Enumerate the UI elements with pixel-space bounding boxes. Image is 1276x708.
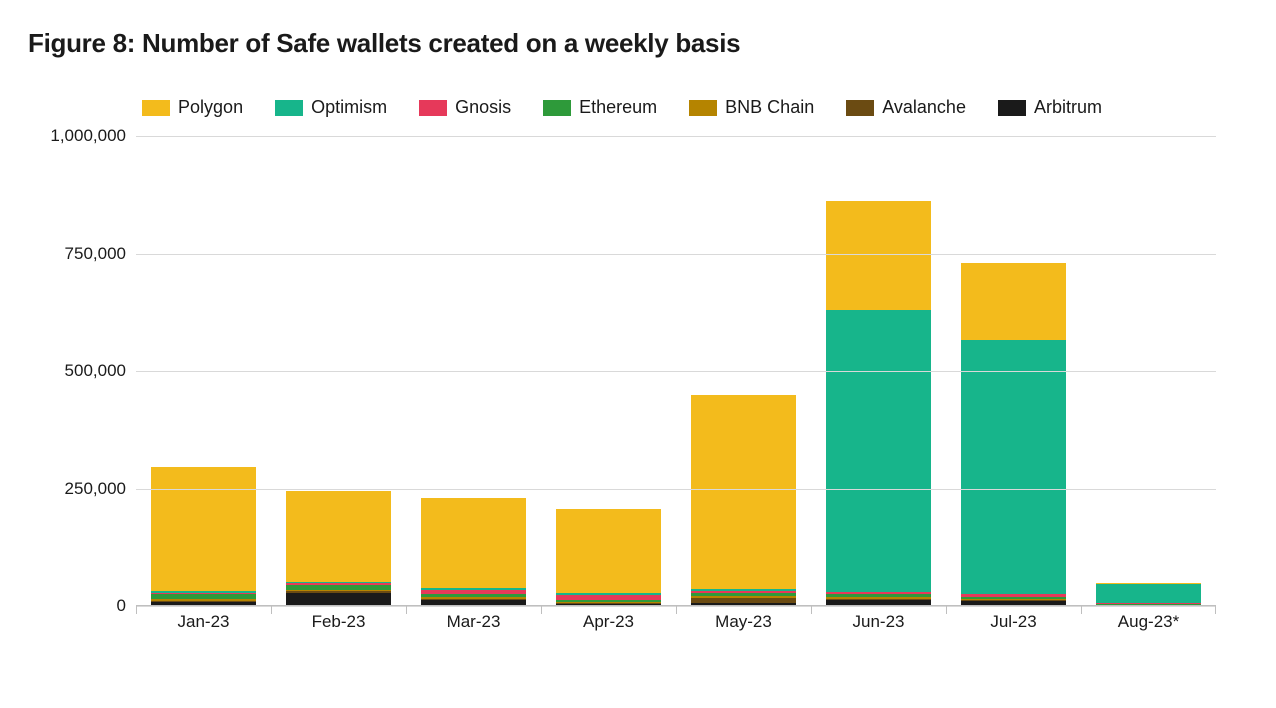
bar-feb-23	[286, 491, 391, 606]
chart-legend: Polygon Optimism Gnosis Ethereum BNB Chain Av…	[28, 97, 1216, 118]
y-axis: 0250,000500,000750,0001,000,000	[28, 136, 136, 606]
legend-item-bnb-chain: BNB Chain	[689, 97, 814, 118]
legend-label: Ethereum	[579, 97, 657, 118]
grid-line	[136, 254, 1216, 255]
legend-item-optimism: Optimism	[275, 97, 387, 118]
x-tick: Jul-23	[946, 606, 1081, 632]
legend-label: BNB Chain	[725, 97, 814, 118]
chart-title: Figure 8: Number of Safe wallets created…	[28, 28, 1216, 59]
legend-item-gnosis: Gnosis	[419, 97, 511, 118]
legend-item-avalanche: Avalanche	[846, 97, 966, 118]
legend-item-arbitrum: Arbitrum	[998, 97, 1102, 118]
x-tick-label: May-23	[676, 612, 811, 632]
bar-segment-polygon	[961, 263, 1066, 341]
legend-swatch	[142, 100, 170, 116]
bar-mar-23	[421, 498, 526, 606]
y-tick-label: 0	[117, 596, 126, 616]
grid-line	[136, 371, 1216, 372]
legend-label: Optimism	[311, 97, 387, 118]
x-tick: May-23	[676, 606, 811, 632]
x-tick: Jun-23	[811, 606, 946, 632]
legend-swatch	[689, 100, 717, 116]
legend-label: Polygon	[178, 97, 243, 118]
legend-swatch	[998, 100, 1026, 116]
bar-segment-polygon	[421, 498, 526, 588]
bar-segment-polygon	[286, 491, 391, 581]
x-axis: Jan-23Feb-23Mar-23Apr-23May-23Jun-23Jul-…	[136, 606, 1216, 632]
x-tick: Apr-23	[541, 606, 676, 632]
bar-segment-optimism	[961, 340, 1066, 594]
y-tick-label: 250,000	[65, 479, 126, 499]
x-tick: Jan-23	[136, 606, 271, 632]
x-tick: Mar-23	[406, 606, 541, 632]
legend-label: Arbitrum	[1034, 97, 1102, 118]
legend-swatch	[846, 100, 874, 116]
x-tick-label: Jan-23	[136, 612, 271, 632]
bar-apr-23	[556, 509, 661, 606]
legend-item-polygon: Polygon	[142, 97, 243, 118]
bar-aug-23-	[1096, 583, 1201, 606]
x-tick-label: Apr-23	[541, 612, 676, 632]
y-tick-label: 750,000	[65, 244, 126, 264]
grid-line	[136, 489, 1216, 490]
bar-may-23	[691, 395, 796, 606]
bar-segment-optimism	[826, 310, 931, 592]
legend-swatch	[419, 100, 447, 116]
legend-label: Gnosis	[455, 97, 511, 118]
bar-segment-polygon	[691, 395, 796, 589]
legend-item-ethereum: Ethereum	[543, 97, 657, 118]
y-tick-label: 1,000,000	[50, 126, 126, 146]
legend-swatch	[275, 100, 303, 116]
x-tick-label: Aug-23*	[1081, 612, 1216, 632]
bar-segment-polygon	[151, 467, 256, 590]
plot-area	[136, 136, 1216, 606]
bar-jun-23	[826, 201, 931, 606]
bar-segment-optimism	[1096, 584, 1201, 603]
x-tick-label: Feb-23	[271, 612, 406, 632]
x-tick: Aug-23*	[1081, 606, 1216, 632]
legend-swatch	[543, 100, 571, 116]
bar-jul-23	[961, 263, 1066, 606]
chart-area: 0250,000500,000750,0001,000,000	[28, 136, 1216, 606]
x-tick: Feb-23	[271, 606, 406, 632]
x-tick-label: Mar-23	[406, 612, 541, 632]
legend-label: Avalanche	[882, 97, 966, 118]
bar-segment-polygon	[556, 509, 661, 594]
x-tick-label: Jul-23	[946, 612, 1081, 632]
y-tick-label: 500,000	[65, 361, 126, 381]
grid-line	[136, 136, 1216, 137]
x-tick-label: Jun-23	[811, 612, 946, 632]
bar-segment-polygon	[826, 201, 931, 310]
